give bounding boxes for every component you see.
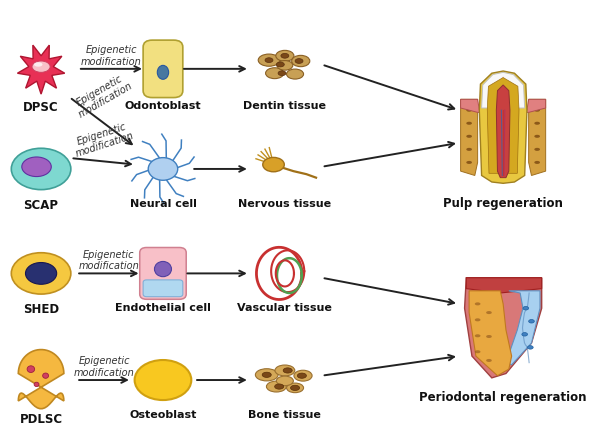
Polygon shape: [466, 278, 542, 293]
Ellipse shape: [262, 372, 271, 378]
Ellipse shape: [276, 50, 294, 61]
Ellipse shape: [535, 161, 540, 164]
Polygon shape: [461, 99, 478, 176]
Polygon shape: [487, 78, 519, 173]
Polygon shape: [482, 72, 524, 108]
Ellipse shape: [22, 157, 51, 177]
Ellipse shape: [134, 360, 191, 400]
Text: Osteoblast: Osteoblast: [129, 410, 197, 420]
Ellipse shape: [265, 58, 273, 63]
Text: Dentin tissue: Dentin tissue: [244, 102, 326, 112]
Text: Epigenetic
modification: Epigenetic modification: [71, 71, 134, 120]
Ellipse shape: [292, 55, 310, 67]
Ellipse shape: [256, 369, 278, 381]
Ellipse shape: [157, 65, 169, 79]
Ellipse shape: [281, 53, 289, 58]
Ellipse shape: [466, 135, 472, 138]
Polygon shape: [464, 278, 542, 378]
Polygon shape: [494, 76, 512, 107]
Ellipse shape: [486, 359, 492, 362]
Polygon shape: [19, 350, 64, 409]
Ellipse shape: [486, 335, 492, 338]
Text: Periodontal regeneration: Periodontal regeneration: [419, 391, 587, 404]
Polygon shape: [496, 85, 510, 178]
Text: Pulp regeneration: Pulp regeneration: [443, 197, 563, 210]
Ellipse shape: [295, 59, 303, 64]
Ellipse shape: [266, 381, 286, 392]
Ellipse shape: [34, 382, 39, 387]
Ellipse shape: [43, 373, 49, 378]
Ellipse shape: [277, 62, 284, 67]
Ellipse shape: [27, 366, 35, 372]
Ellipse shape: [535, 122, 540, 125]
Ellipse shape: [466, 161, 472, 164]
Ellipse shape: [275, 365, 295, 376]
Text: Epigenetic
modification: Epigenetic modification: [74, 356, 134, 378]
Text: Epigenetic
modification: Epigenetic modification: [79, 250, 139, 271]
Ellipse shape: [523, 307, 529, 310]
Ellipse shape: [486, 311, 492, 314]
Ellipse shape: [527, 346, 533, 349]
Ellipse shape: [475, 350, 481, 353]
Polygon shape: [506, 291, 540, 365]
Ellipse shape: [466, 109, 472, 112]
FancyBboxPatch shape: [143, 280, 183, 297]
Ellipse shape: [475, 334, 481, 337]
Ellipse shape: [154, 261, 172, 277]
Text: Nervous tissue: Nervous tissue: [238, 198, 331, 208]
Ellipse shape: [34, 62, 43, 67]
Ellipse shape: [11, 253, 71, 294]
Ellipse shape: [11, 148, 71, 190]
FancyBboxPatch shape: [140, 247, 186, 299]
FancyBboxPatch shape: [143, 40, 183, 98]
Ellipse shape: [266, 68, 284, 79]
Ellipse shape: [535, 135, 540, 138]
Ellipse shape: [287, 69, 304, 79]
Text: Vascular tissue: Vascular tissue: [238, 303, 332, 313]
Ellipse shape: [535, 109, 540, 112]
Ellipse shape: [535, 148, 540, 151]
Ellipse shape: [148, 158, 178, 180]
Ellipse shape: [278, 71, 286, 76]
Ellipse shape: [290, 385, 299, 391]
Text: Neural cell: Neural cell: [130, 198, 196, 208]
Ellipse shape: [298, 373, 307, 378]
Text: Epigenetic
modification: Epigenetic modification: [71, 120, 136, 159]
Ellipse shape: [32, 61, 50, 72]
Text: SHED: SHED: [23, 303, 59, 316]
Ellipse shape: [522, 332, 527, 336]
Text: PDLSC: PDLSC: [20, 413, 62, 426]
Text: Odontoblast: Odontoblast: [125, 102, 201, 112]
Polygon shape: [469, 291, 512, 376]
Ellipse shape: [263, 157, 284, 172]
Ellipse shape: [277, 376, 293, 386]
Text: Epigenetic
modification: Epigenetic modification: [81, 45, 142, 67]
Text: Endothelial cell: Endothelial cell: [115, 303, 211, 313]
Ellipse shape: [466, 148, 472, 151]
Ellipse shape: [294, 370, 312, 381]
Ellipse shape: [529, 320, 535, 323]
Polygon shape: [17, 45, 65, 94]
Polygon shape: [479, 71, 527, 184]
Ellipse shape: [277, 60, 293, 70]
Ellipse shape: [287, 383, 304, 392]
Polygon shape: [461, 99, 545, 113]
Ellipse shape: [283, 368, 292, 373]
Ellipse shape: [258, 54, 280, 66]
Ellipse shape: [25, 262, 56, 284]
Ellipse shape: [475, 302, 481, 305]
Polygon shape: [529, 99, 545, 176]
Ellipse shape: [466, 122, 472, 125]
Ellipse shape: [275, 384, 284, 389]
Text: SCAP: SCAP: [23, 198, 59, 212]
Text: DPSC: DPSC: [23, 102, 59, 114]
Text: Bone tissue: Bone tissue: [248, 410, 322, 420]
Ellipse shape: [475, 318, 481, 321]
